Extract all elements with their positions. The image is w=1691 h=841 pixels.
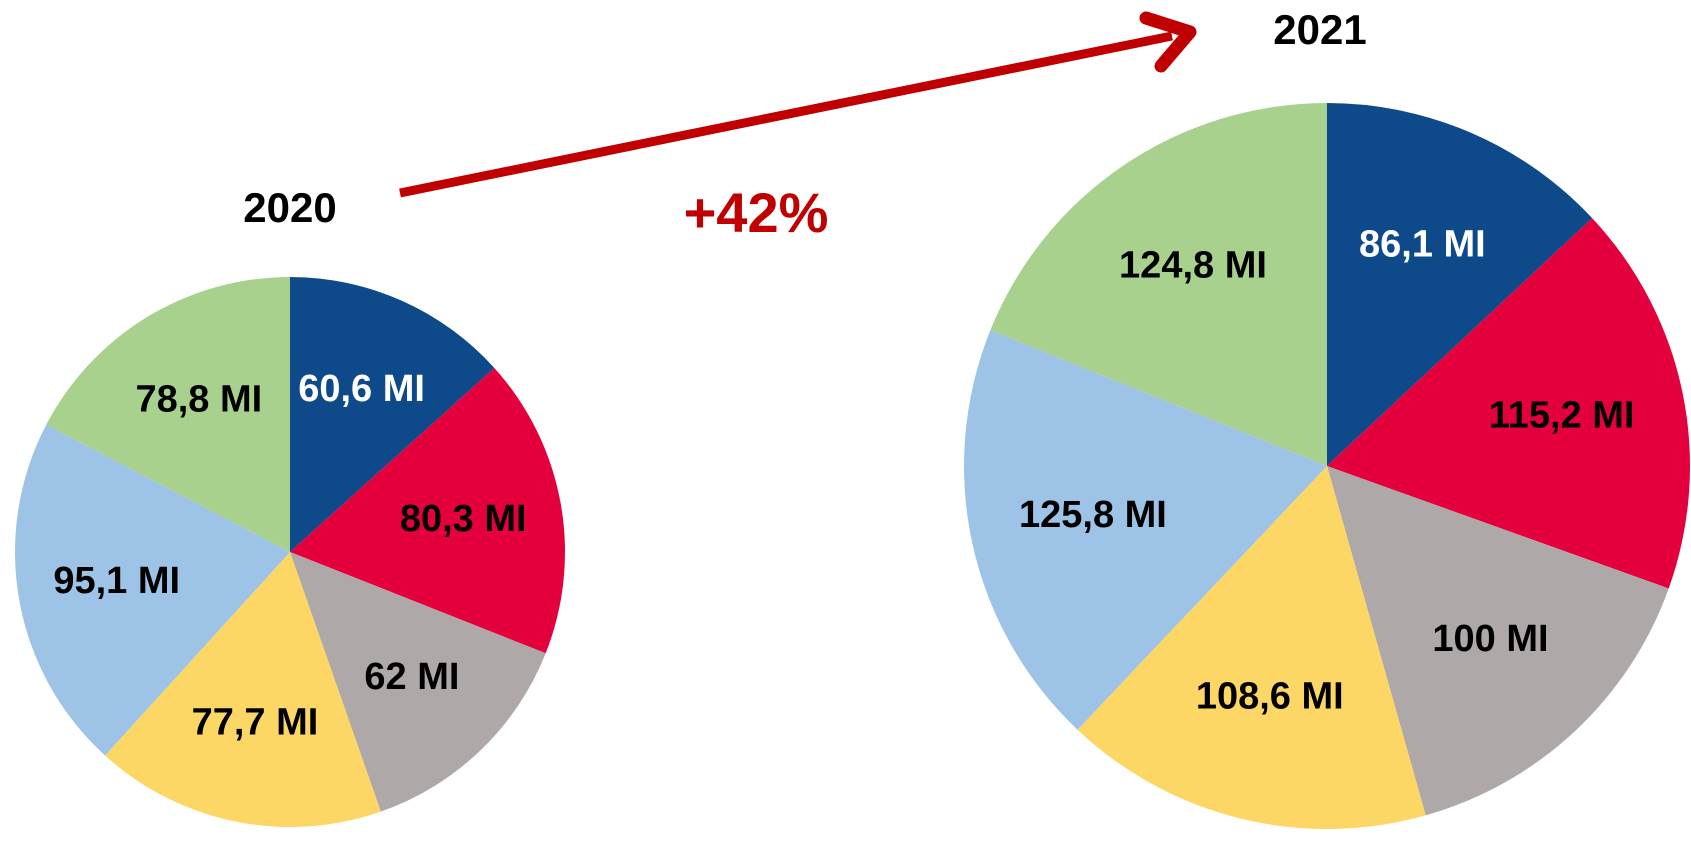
growth-label: +42% [684,181,829,244]
pie-2020-slice-6 [46,277,290,552]
pie-title-2021: 2021 [1273,6,1366,53]
pie-2021-data-label-4: 108,6 MI [1196,676,1344,718]
pie-2021-slice-1 [1327,103,1593,466]
pie-2021-slice-5 [964,330,1327,730]
pie-2020-data-label-1: 60,6 MI [298,368,425,410]
pie-2021-slice-2 [1327,218,1690,589]
pie-2020-data-label-5: 95,1 MI [53,560,180,602]
pie-chart-2020: 60,6 MI 80,3 MI 62 MI 77,7 MI 95,1 MI 78,8 MI [14,277,565,827]
pie-2021-data-label-1: 86,1 MI [1359,223,1486,265]
pie-2020-slice-5 [14,424,291,756]
pie-2020-slice-1 [290,277,495,552]
pie-2021-data-label-3: 100 MI [1432,618,1548,660]
pie-2021-slice-3 [1327,466,1669,816]
pie-2021-slice-6 [990,102,1327,466]
pie-title-2020: 2020 [243,184,336,231]
pie-2020-data-label-2: 80,3 MI [400,498,527,540]
pie-2020-data-label-3: 62 MI [364,656,459,698]
pie-2020-slice-4 [105,552,381,827]
pie-2021-data-label-5: 125,8 MI [1019,494,1167,536]
pie-2021-data-label-2: 115,2 MI [1489,395,1635,437]
growth-arrow [399,11,1197,198]
pie-2020-data-label-4: 77,7 MI [192,702,319,744]
pie-2020-slice-2 [290,367,565,654]
pie-2021-slice-4 [1077,466,1426,829]
pie-2020-data-label-6: 78,8 MI [135,378,262,420]
pie-2020-slice-3 [290,552,546,812]
pie-2021-data-label-6: 124,8 MI [1119,244,1267,286]
pie-chart-2021: 86,1 MI 115,2 MI 100 MI 108,6 MI 125,8 MI 124… [964,102,1690,829]
